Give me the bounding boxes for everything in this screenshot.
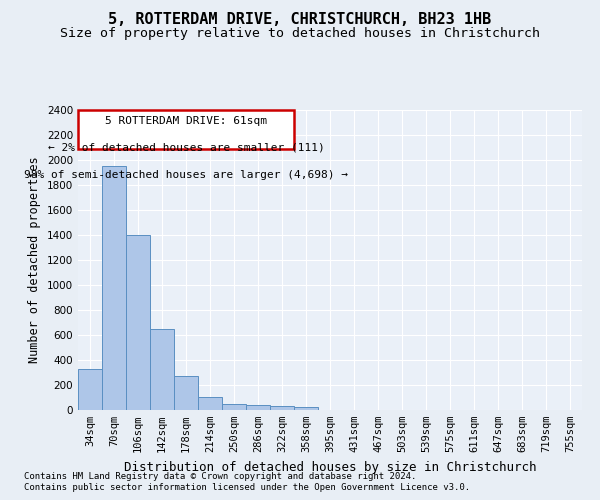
- Bar: [126, 235, 150, 410]
- Bar: [150, 329, 174, 410]
- Text: 5 ROTTERDAM DRIVE: 61sqm: 5 ROTTERDAM DRIVE: 61sqm: [105, 116, 267, 126]
- Text: 5, ROTTERDAM DRIVE, CHRISTCHURCH, BH23 1HB: 5, ROTTERDAM DRIVE, CHRISTCHURCH, BH23 1…: [109, 12, 491, 28]
- Bar: [294, 407, 318, 410]
- Bar: [270, 406, 294, 410]
- Text: 98% of semi-detached houses are larger (4,698) →: 98% of semi-detached houses are larger (…: [24, 170, 348, 180]
- FancyBboxPatch shape: [79, 110, 294, 150]
- Text: ← 2% of detached houses are smaller (111): ← 2% of detached houses are smaller (111…: [48, 143, 325, 153]
- Y-axis label: Number of detached properties: Number of detached properties: [28, 156, 41, 364]
- Bar: [222, 404, 246, 410]
- Text: Size of property relative to detached houses in Christchurch: Size of property relative to detached ho…: [60, 28, 540, 40]
- Bar: [78, 370, 102, 410]
- X-axis label: Distribution of detached houses by size in Christchurch: Distribution of detached houses by size …: [124, 460, 536, 473]
- Bar: [198, 397, 222, 410]
- Bar: [174, 376, 198, 410]
- Text: Contains public sector information licensed under the Open Government Licence v3: Contains public sector information licen…: [24, 484, 470, 492]
- Bar: [246, 405, 270, 410]
- Text: Contains HM Land Registry data © Crown copyright and database right 2024.: Contains HM Land Registry data © Crown c…: [24, 472, 416, 481]
- Bar: [102, 166, 126, 410]
